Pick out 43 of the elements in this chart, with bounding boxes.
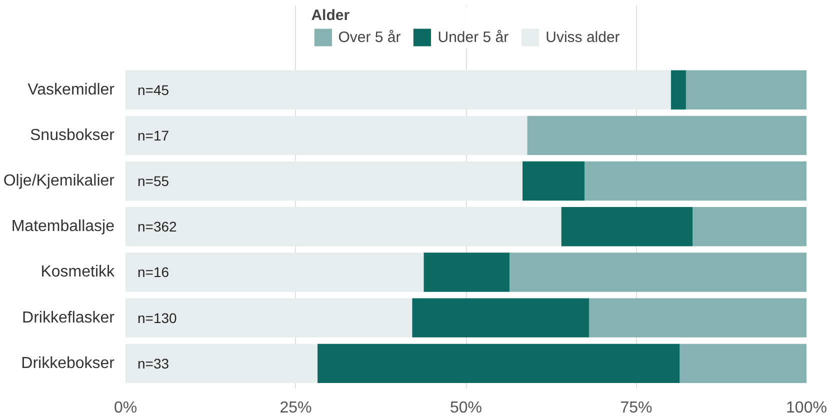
bar xyxy=(510,252,806,292)
bar xyxy=(126,298,412,338)
bar xyxy=(522,161,584,201)
y-tick-label: Kosmetikk xyxy=(40,264,116,281)
legend-label: Uviss alder xyxy=(546,28,620,46)
x-tick-label: 25% xyxy=(280,400,312,416)
y-tick-label: Vaskemidler xyxy=(28,81,116,98)
bar xyxy=(589,298,806,338)
annotation: n=17 xyxy=(138,127,170,144)
annotation: n=45 xyxy=(138,82,170,98)
x-tick-label: 100% xyxy=(786,400,827,416)
legend-title: Alder xyxy=(311,7,351,24)
x-tick-label: 50% xyxy=(450,400,482,416)
bar xyxy=(126,70,671,110)
bar xyxy=(584,161,806,201)
legend-label: Over 5 år xyxy=(338,28,401,46)
bar xyxy=(692,207,806,246)
bar xyxy=(670,70,686,110)
bar xyxy=(561,207,693,246)
y-tick-label: Matemballasje xyxy=(11,218,115,236)
annotation: n=33 xyxy=(138,355,170,372)
bar xyxy=(318,344,680,384)
bar xyxy=(686,70,806,110)
x-tick-label: 75% xyxy=(620,400,652,416)
y-tick-label: Snusbokser xyxy=(30,126,116,144)
annotation: n=16 xyxy=(138,264,170,280)
bar xyxy=(126,161,523,201)
annotation: n=130 xyxy=(138,310,178,326)
annotation: n=55 xyxy=(138,173,170,190)
annotation: n=362 xyxy=(138,218,178,235)
legend-label: Under 5 år xyxy=(438,28,509,46)
y-tick-label: Drikkeflasker xyxy=(22,309,116,326)
bar xyxy=(527,116,806,156)
y-tick-label: Drikkebokser xyxy=(21,354,116,372)
bar xyxy=(424,252,510,292)
bar xyxy=(126,344,318,384)
bar xyxy=(412,298,590,338)
y-tick-label: Olje/Kjemikalier xyxy=(3,172,116,190)
bar xyxy=(126,116,528,156)
bar xyxy=(680,344,806,384)
bar xyxy=(126,252,424,292)
x-tick-label: 0% xyxy=(114,400,138,416)
bar xyxy=(126,207,562,246)
